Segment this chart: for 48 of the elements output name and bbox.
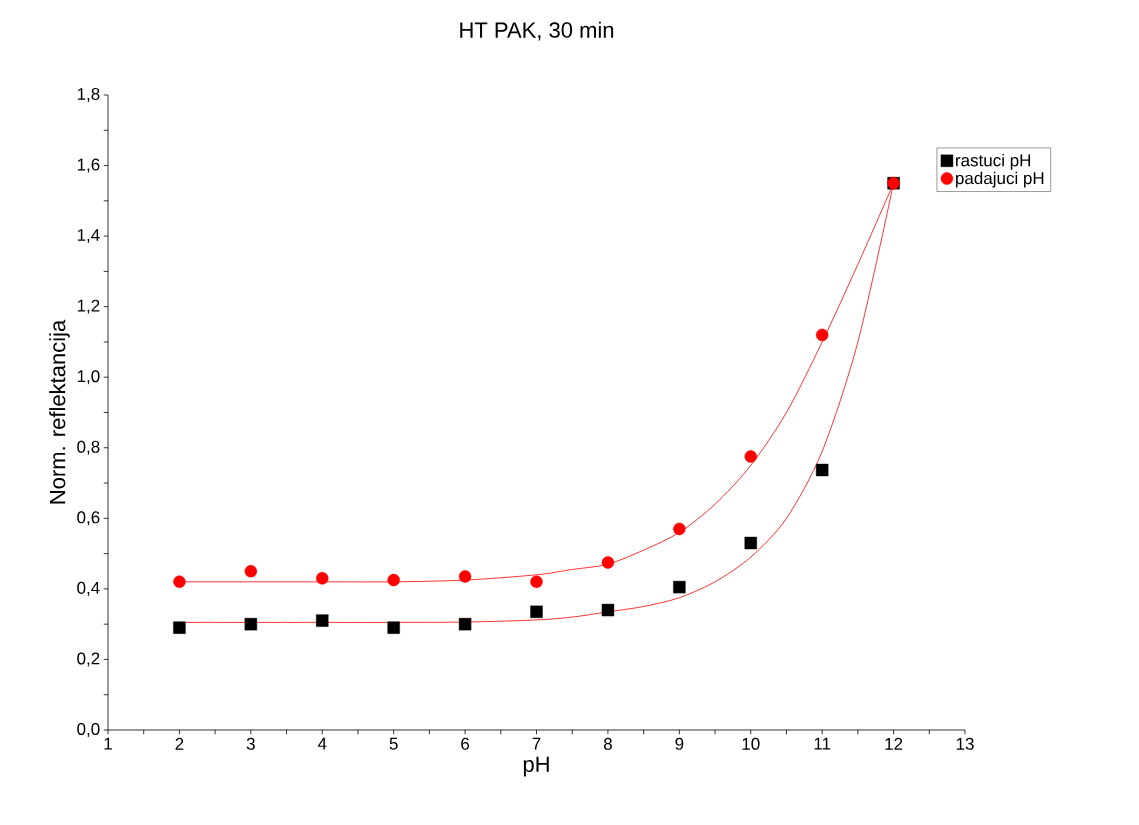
x-tick-label: 10: [742, 737, 760, 750]
y-tick-label: 0,0: [77, 722, 100, 738]
point: [458, 617, 472, 631]
point: [601, 603, 615, 617]
point: [815, 463, 829, 477]
x-tick-label: 9: [675, 737, 684, 750]
y-axis-title: Norm. reflektancija: [49, 319, 70, 504]
x-tick-label: 5: [389, 737, 398, 750]
y-tick-label: 1,0: [77, 370, 100, 385]
point: [244, 565, 258, 578]
y-tick-label: 0,2: [77, 652, 100, 667]
x-tick-label: 12: [885, 737, 903, 750]
x-tick-label: 7: [532, 737, 541, 750]
point: [530, 605, 543, 619]
point: [316, 614, 329, 627]
point: [173, 621, 186, 634]
chart-title: HT PAK, 30 min: [460, 21, 614, 41]
point: [673, 580, 686, 594]
y-tick-label: 0,4: [77, 581, 100, 596]
x-tick-label: 1: [104, 737, 112, 750]
point: [673, 522, 686, 536]
point: [744, 450, 757, 463]
x-tick-label: 4: [317, 737, 327, 750]
y-tick-label: 1,6: [77, 158, 100, 173]
x-axis-title: pH: [523, 756, 549, 777]
point: [601, 556, 615, 569]
point: [530, 575, 543, 589]
y-tick-label: 1,2: [77, 299, 100, 314]
x-tick-label: 2: [175, 737, 184, 750]
x-tick-label: 8: [603, 737, 612, 750]
point: [387, 573, 400, 587]
x-tick-label: 13: [956, 737, 974, 750]
y-tick-label: 0,6: [77, 511, 100, 526]
point: [744, 536, 757, 550]
y-tick-label: 0,8: [77, 440, 100, 455]
point: [387, 621, 400, 634]
point: [815, 328, 829, 342]
point: [173, 575, 186, 589]
x-tick-label: 11: [814, 737, 831, 750]
point: [316, 572, 329, 585]
point: [244, 617, 258, 631]
y-tick-label: 1,4: [77, 229, 100, 244]
x-tick-label: 6: [461, 737, 470, 750]
y-tick-label: 1,8: [77, 87, 100, 103]
legend-label: padajuci pH: [956, 171, 1044, 188]
point: [458, 570, 472, 583]
x-tick-label: 3: [246, 737, 255, 750]
legend-label: rastuci pH: [956, 153, 1031, 170]
